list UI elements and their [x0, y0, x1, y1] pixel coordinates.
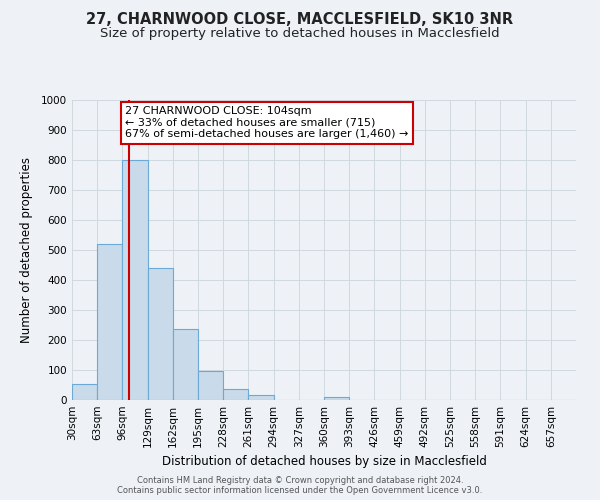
Bar	[72, 384, 97, 400]
Bar	[122, 160, 148, 400]
Text: Contains public sector information licensed under the Open Government Licence v3: Contains public sector information licen…	[118, 486, 482, 495]
Bar	[324, 397, 349, 400]
Text: 27, CHARNWOOD CLOSE, MACCLESFIELD, SK10 3NR: 27, CHARNWOOD CLOSE, MACCLESFIELD, SK10 …	[86, 12, 514, 28]
Y-axis label: Number of detached properties: Number of detached properties	[20, 157, 32, 343]
Text: Contains HM Land Registry data © Crown copyright and database right 2024.: Contains HM Land Registry data © Crown c…	[137, 476, 463, 485]
Bar	[148, 268, 173, 400]
Text: Size of property relative to detached houses in Macclesfield: Size of property relative to detached ho…	[100, 28, 500, 40]
Bar	[173, 328, 198, 400]
Bar	[248, 394, 274, 400]
Bar	[97, 244, 122, 400]
Bar	[198, 371, 223, 400]
X-axis label: Distribution of detached houses by size in Macclesfield: Distribution of detached houses by size …	[161, 456, 487, 468]
Bar	[223, 388, 248, 400]
Text: 27 CHARNWOOD CLOSE: 104sqm
← 33% of detached houses are smaller (715)
67% of sem: 27 CHARNWOOD CLOSE: 104sqm ← 33% of deta…	[125, 106, 409, 139]
